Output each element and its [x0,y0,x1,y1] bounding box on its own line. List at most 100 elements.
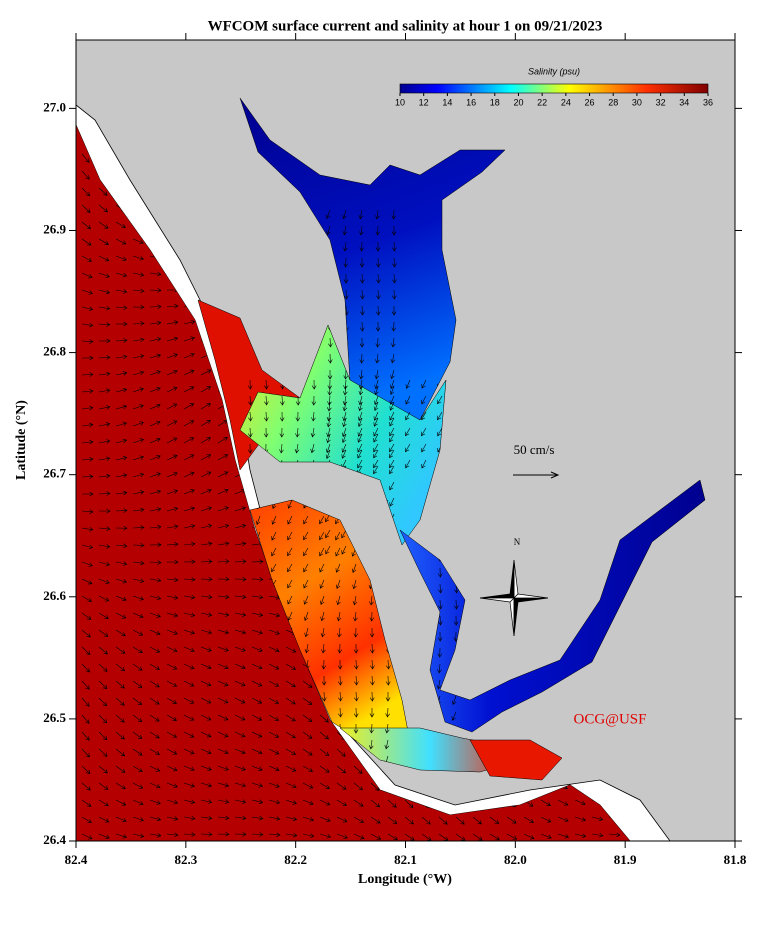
vector [336,799,347,806]
vector [341,529,347,539]
vector [373,459,379,469]
vector [115,629,126,637]
vector [115,305,128,311]
vector [149,697,160,705]
vector [359,225,364,236]
vector [369,643,375,654]
vector [217,799,230,804]
vector [149,629,161,636]
vector [149,680,160,688]
vector [166,454,178,461]
vector [115,561,128,566]
vector [183,369,195,376]
vector [437,631,443,642]
vector [98,371,111,377]
vector [303,611,309,622]
vector [358,209,364,220]
vector [373,401,379,411]
vector [98,799,109,807]
vector [335,531,341,541]
vector [285,646,297,653]
vector [115,765,126,773]
colorbar-tick-label: 12 [419,97,429,107]
vector [149,320,162,326]
vector [183,420,195,427]
vector [268,663,280,670]
vector [389,481,395,491]
vector [353,765,363,774]
vector [217,454,229,461]
vector [183,336,196,342]
vector [287,531,293,541]
vector [338,707,343,718]
vector [268,629,280,635]
vector [437,427,443,437]
vector [183,782,195,788]
vector [98,405,111,410]
vector [115,748,126,757]
vector [98,422,111,427]
vector [311,395,317,406]
vector [268,832,281,838]
vector [166,577,179,583]
vector [373,411,379,421]
vector [359,337,365,348]
vector [98,221,109,229]
vector [98,508,111,514]
vector [390,353,396,364]
vector [557,833,570,839]
vector [132,816,144,822]
vector [319,765,330,773]
vector [132,321,145,326]
vector [375,257,381,268]
vector [200,748,212,755]
vector [343,241,348,252]
vector [285,799,297,805]
vector [391,289,397,300]
vector [132,507,145,513]
vector [271,515,277,525]
vector [375,321,381,332]
vector [358,395,363,406]
vector [389,449,395,459]
vector [132,612,144,619]
vector [81,221,92,230]
vector [200,420,211,427]
vector [166,353,178,359]
vector [352,595,358,606]
vector [321,643,326,654]
vector [149,455,161,461]
vector [217,437,228,444]
vector [81,612,92,620]
vector [98,816,110,823]
vector [319,799,331,806]
vector [523,833,535,840]
vector [132,455,145,461]
vector [353,627,359,638]
vector [149,646,161,653]
vector [132,765,143,773]
vector [285,663,297,670]
vector [81,799,92,807]
vector [359,321,365,332]
vector [373,417,379,427]
vector [81,272,93,279]
vector [132,542,145,548]
vector [183,697,195,704]
vector [81,491,94,497]
vector [251,815,264,821]
vector [115,595,127,602]
vector [98,544,111,549]
vector [200,403,211,410]
vector [217,765,229,771]
vector [98,646,108,655]
vector [369,691,375,702]
vector [81,782,91,791]
vector [98,578,110,584]
vector [98,714,108,724]
vector [200,386,212,393]
x-tick-label: 81.8 [724,852,747,867]
vector [389,385,395,395]
vector [98,238,109,245]
vector [149,612,161,618]
